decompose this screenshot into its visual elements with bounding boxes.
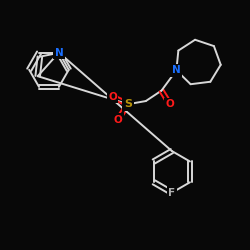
- Text: N: N: [55, 48, 64, 58]
- Text: F: F: [168, 188, 175, 198]
- Text: N: N: [172, 65, 181, 75]
- Text: S: S: [124, 99, 132, 109]
- Text: O: O: [166, 99, 174, 109]
- Text: O: O: [108, 92, 117, 102]
- Text: O: O: [113, 115, 122, 125]
